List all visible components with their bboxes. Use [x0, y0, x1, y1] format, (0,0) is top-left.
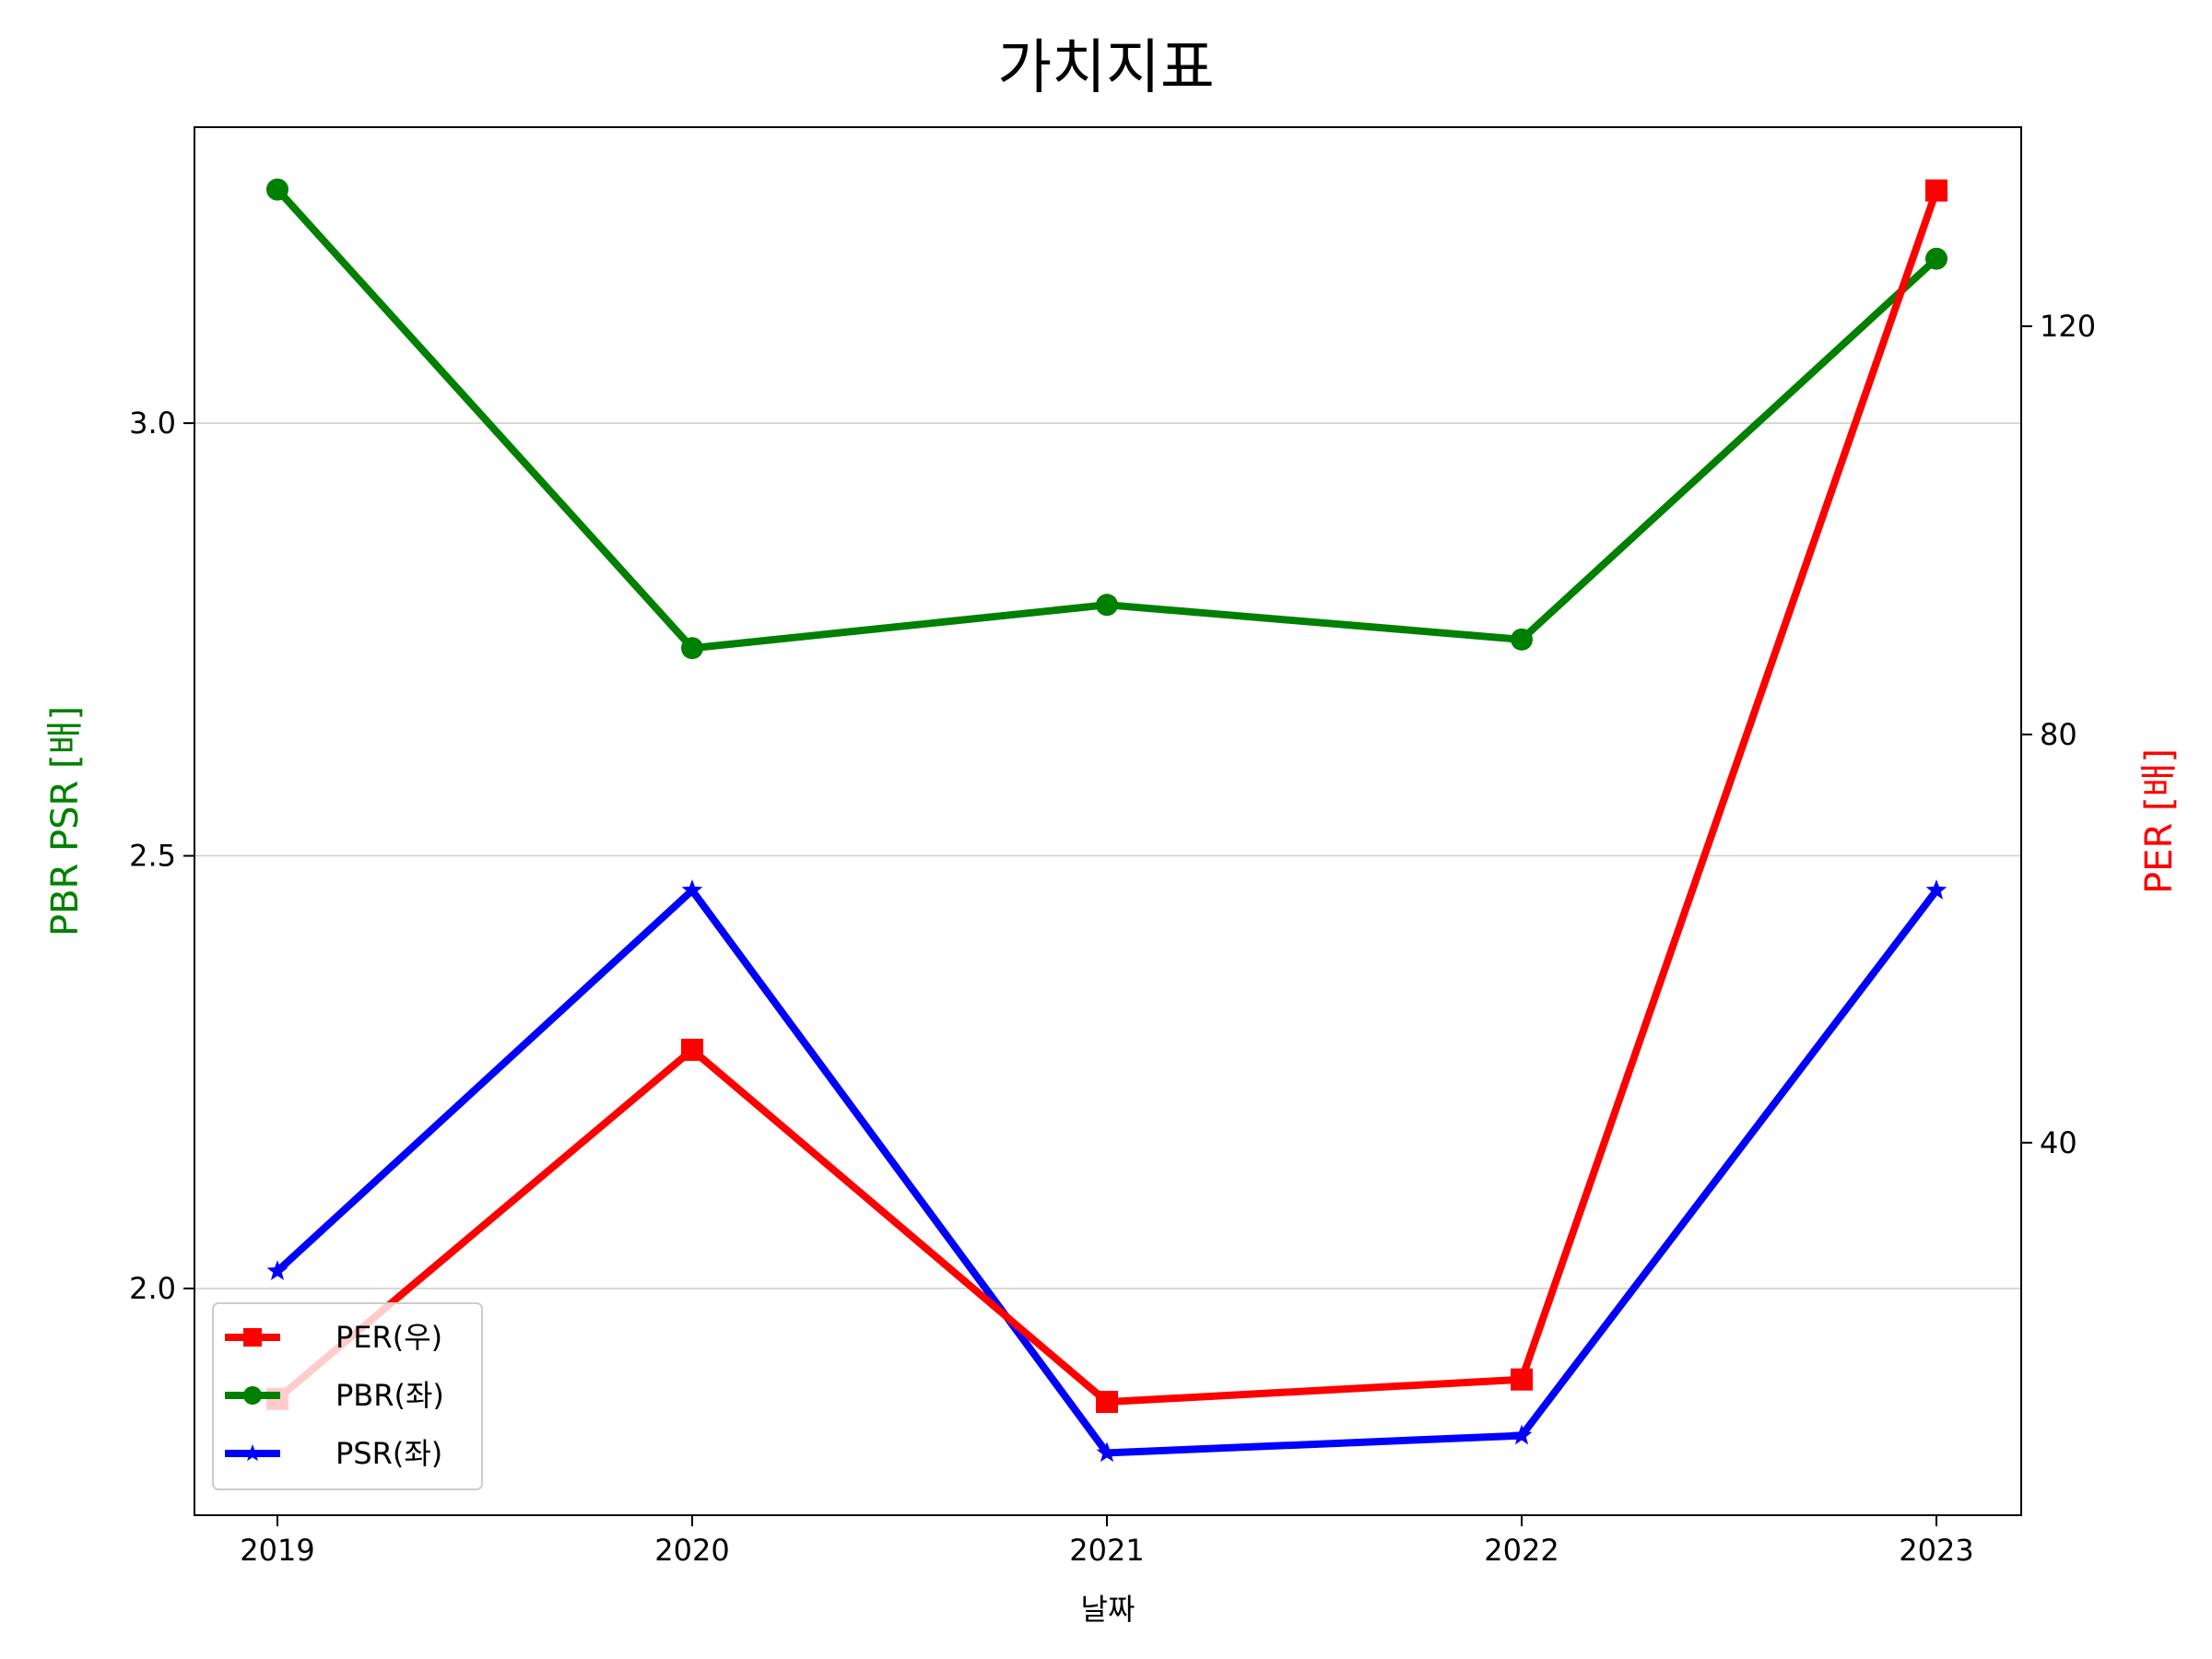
data-point: [1096, 1391, 1118, 1414]
legend-marker: [243, 1328, 262, 1347]
legend-label: PER(우): [335, 1320, 442, 1355]
data-point: [266, 178, 288, 201]
data-point: [1096, 594, 1118, 617]
x-tick-label: 2021: [1069, 1533, 1144, 1568]
data-point: [681, 879, 703, 900]
legend-label: PBR(좌): [335, 1378, 444, 1413]
x-tick-label: 2022: [1484, 1533, 1559, 1568]
legend-box: [212, 1302, 483, 1490]
data-point: [1925, 879, 1947, 900]
chart-title: 가치지표: [997, 34, 1215, 102]
x-tick-label: 2023: [1899, 1533, 1973, 1568]
y-left-tick-label: 3.0: [129, 406, 176, 441]
series-line: [275, 186, 1939, 653]
data-point: [681, 637, 703, 660]
data-point: [266, 1260, 288, 1280]
y-right-tick-label: 120: [2040, 309, 2096, 344]
data-point: [1925, 247, 1947, 270]
legend-marker: [243, 1386, 262, 1405]
y-left-tick-label: 2.5: [129, 839, 176, 874]
series-star: [266, 879, 1947, 1463]
legend-label: PSR(좌): [335, 1436, 442, 1471]
data-point: [681, 1039, 703, 1062]
x-tick-label: 2019: [240, 1533, 314, 1568]
grid: [194, 422, 2021, 1289]
series-square: [266, 179, 1947, 1414]
series-circle: [266, 178, 1947, 660]
y-axis-left-label: PBR PSR [배]: [44, 706, 87, 936]
series-line: [275, 887, 1940, 1457]
legend: PER(우) PBR(좌) PSR(좌): [212, 1302, 483, 1490]
y-right-tick-label: 80: [2040, 717, 2077, 752]
y-axis-right-label: PER [배]: [2138, 748, 2181, 894]
data-point: [1511, 1424, 1533, 1445]
y-right-tick-label: 40: [2040, 1125, 2077, 1160]
legend-marker: [243, 1444, 262, 1462]
x-axis-label: 날짜: [1081, 1592, 1135, 1627]
data-point: [1511, 628, 1533, 651]
x-tick-label: 2020: [654, 1533, 729, 1568]
series-layer: [266, 178, 1947, 1463]
data-point: [1511, 1368, 1533, 1391]
data-point: [1096, 1441, 1118, 1463]
y-left-tick-label: 2.0: [129, 1271, 176, 1306]
axes: 2.0 2.5 3.0 40 80 120 2019 2020 2021 2022 2023: [129, 309, 2096, 1568]
data-point: [1925, 179, 1947, 202]
